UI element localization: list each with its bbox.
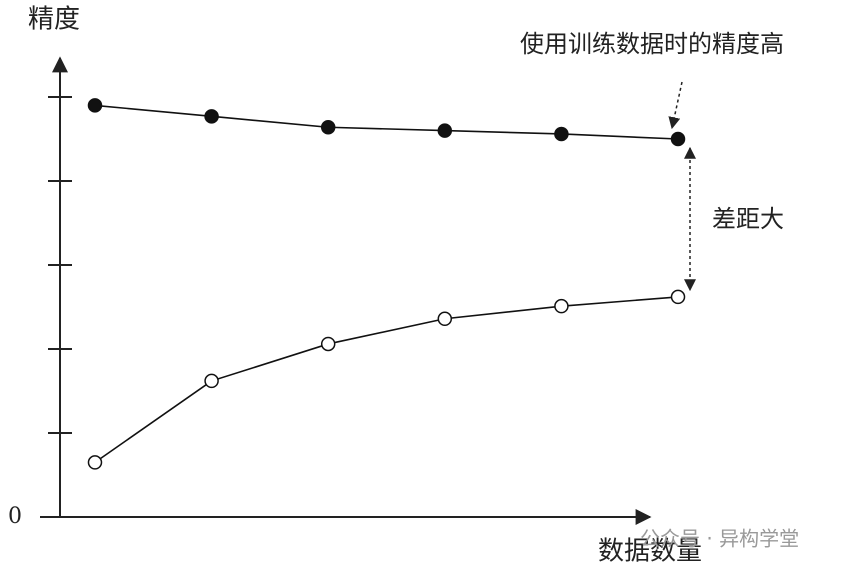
y-tick-label: 0 xyxy=(8,504,22,529)
point xyxy=(670,131,686,147)
series-line xyxy=(94,104,679,140)
point xyxy=(320,336,336,352)
point xyxy=(87,455,103,470)
point xyxy=(670,289,686,305)
point xyxy=(437,123,453,138)
y-axis-label: 精度 xyxy=(28,5,80,35)
point xyxy=(554,298,569,314)
point xyxy=(204,109,219,124)
x-axis-label: 数据数量 xyxy=(598,537,702,567)
point xyxy=(554,126,569,142)
series-line xyxy=(94,296,679,464)
watermark: 公众号 · 异构学堂 xyxy=(640,527,799,551)
point xyxy=(87,98,103,113)
annotation: 使用训练数据时的精度高 xyxy=(520,30,784,58)
annotation: 差距大 xyxy=(712,205,784,233)
annotation-arrow xyxy=(668,81,683,130)
point xyxy=(437,311,453,327)
point xyxy=(204,373,219,389)
point xyxy=(320,119,336,135)
